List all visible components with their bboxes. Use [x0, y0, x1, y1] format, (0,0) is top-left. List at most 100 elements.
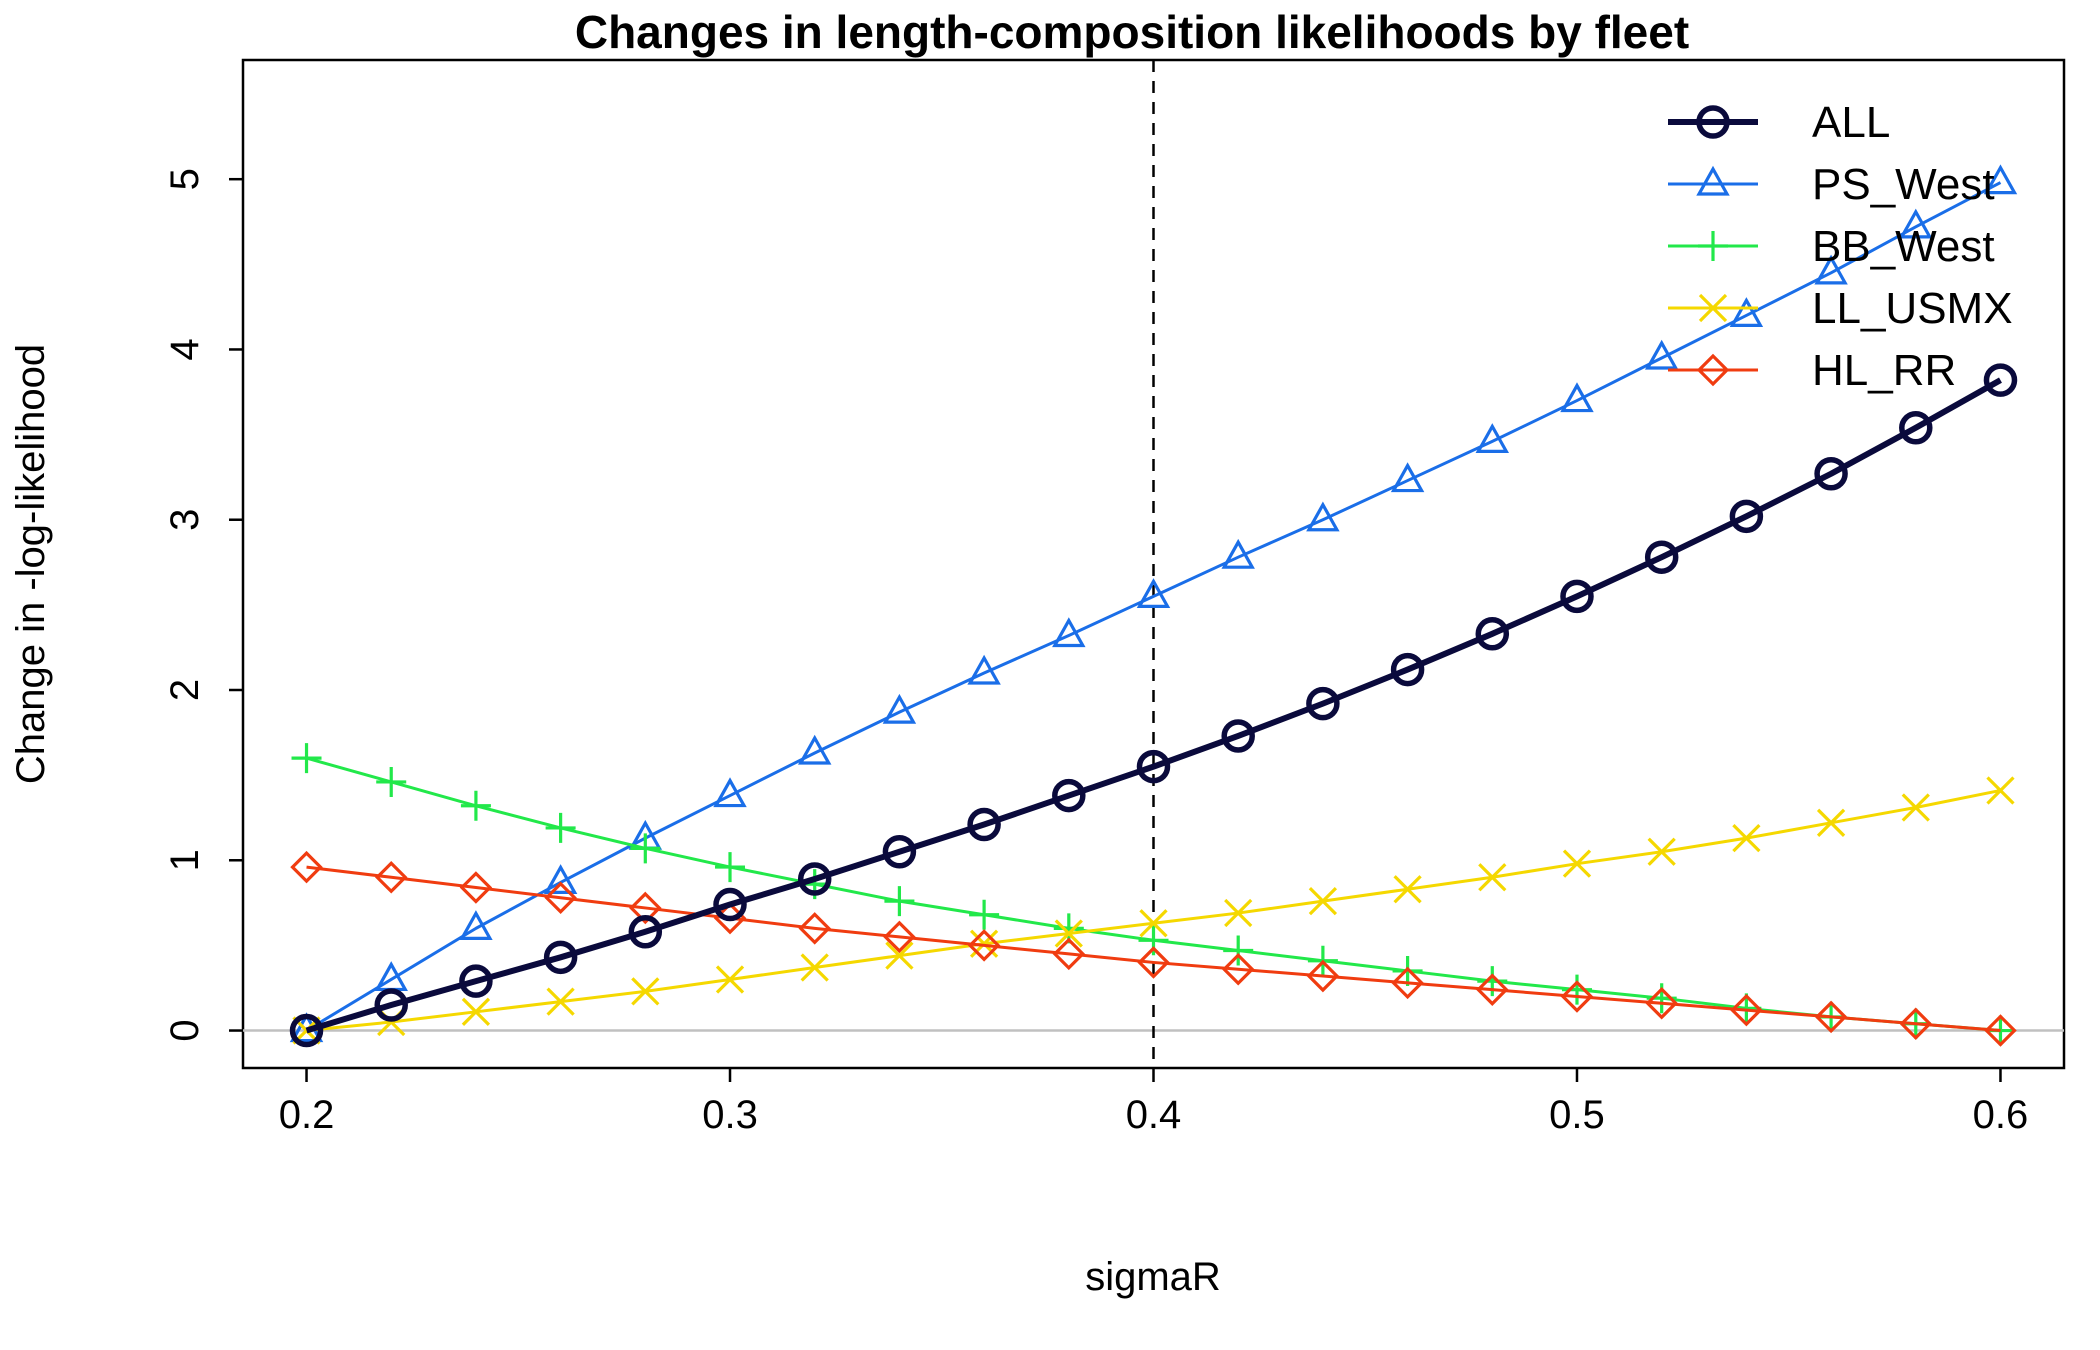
x-tick-label: 0.2 — [279, 1093, 335, 1137]
data-point-ps-west — [1136, 578, 1171, 608]
legend-label-hl-rr: HL_RR — [1812, 346, 1956, 395]
data-point-ll-usmx — [800, 953, 829, 982]
x-tick-label: 0.3 — [702, 1093, 758, 1137]
data-point-all — [1390, 652, 1425, 687]
data-point-ll-usmx — [546, 987, 575, 1016]
data-point-ll-usmx — [1901, 793, 1930, 822]
data-point-all — [374, 988, 408, 1022]
series-line-hl-rr — [306, 865, 2001, 1033]
data-point-ps-west — [967, 654, 1001, 685]
data-point-ps-west — [797, 734, 832, 765]
y-tick-label: 4 — [163, 338, 207, 360]
y-axis-label: Change in -log-likelihood — [9, 344, 53, 784]
data-point-all — [882, 835, 917, 869]
data-point-all — [967, 807, 1001, 842]
data-point-hl-rr — [544, 881, 577, 914]
data-point-hl-rr — [1814, 1000, 1848, 1034]
data-point-all — [1306, 686, 1340, 721]
series-bb-west — [291, 743, 2016, 1046]
data-point-bb-west — [1561, 974, 1592, 1005]
data-point-hl-rr — [798, 912, 831, 945]
data-point-all — [1729, 499, 1764, 534]
data-point-all — [628, 915, 663, 949]
data-point-hl-rr — [1391, 966, 1424, 1000]
data-point-all — [1814, 457, 1848, 491]
data-point-ps-west — [1899, 208, 1933, 239]
data-point-ll-usmx — [631, 977, 660, 1006]
data-point-hl-rr — [290, 850, 323, 884]
data-point-hl-rr — [459, 871, 493, 904]
data-point-all — [1052, 778, 1086, 813]
data-point-hl-rr — [1137, 946, 1170, 979]
data-point-ll-usmx — [1478, 863, 1507, 892]
data-point-bb-west — [630, 833, 661, 864]
legend-marker-all — [1696, 105, 1730, 139]
data-point-all — [1899, 411, 1933, 445]
series-ll-usmx — [292, 776, 2015, 1045]
data-point-ps-west — [1052, 617, 1086, 648]
x-tick-label: 0.6 — [1973, 1093, 2029, 1137]
y-tick-label: 2 — [163, 679, 207, 701]
data-point-all — [797, 862, 832, 896]
x-axis: 0.2 0.3 0.4 0.5 0.6 — [279, 1068, 2029, 1137]
y-tick-label: 0 — [163, 1019, 207, 1041]
legend-label-ll-usmx: LL_USMX — [1812, 284, 2013, 333]
data-point-all — [1136, 749, 1171, 784]
data-point-all — [1644, 540, 1679, 574]
legend-marker-ps-west — [1696, 165, 1730, 196]
data-point-hl-rr — [1560, 980, 1594, 1013]
data-point-ps-west — [1814, 254, 1848, 285]
data-point-ll-usmx — [715, 965, 745, 994]
series-ps-west — [289, 164, 2018, 1043]
data-point-ll-usmx — [1816, 808, 1846, 837]
data-point-bb-west — [376, 766, 407, 797]
series-line-all — [305, 377, 2002, 1034]
series-hl-rr — [290, 850, 2017, 1047]
data-point-ll-usmx — [1562, 849, 1592, 878]
data-point-all — [713, 887, 747, 922]
data-point-all — [543, 940, 578, 975]
data-point-ps-west — [713, 777, 747, 808]
series-line-ps-west — [305, 181, 2002, 1032]
data-point-ps-west — [1644, 339, 1679, 370]
legend: ALL PS_West BB_West LL_USMX HL_RR — [1668, 98, 2013, 395]
data-point-hl-rr — [629, 891, 662, 925]
legend-label-all: ALL — [1812, 98, 1890, 147]
data-point-bb-west — [715, 852, 746, 883]
data-point-ps-west — [1306, 501, 1340, 532]
data-point-ll-usmx — [1986, 776, 2015, 805]
data-point-bb-west — [545, 812, 576, 843]
data-point-hl-rr — [883, 920, 916, 954]
data-point-all — [1560, 579, 1594, 614]
data-point-ll-usmx — [461, 997, 491, 1026]
data-point-ll-usmx — [1308, 887, 1338, 916]
x-tick-label: 0.4 — [1126, 1093, 1182, 1137]
data-point-all — [1983, 363, 2018, 397]
data-point-ps-west — [1390, 462, 1425, 493]
data-point-all — [459, 964, 493, 998]
legend-marker-hl-rr — [1696, 353, 1730, 387]
data-point-bb-west — [460, 790, 491, 821]
y-tick-label: 3 — [163, 509, 207, 531]
data-point-hl-rr — [1306, 959, 1340, 993]
data-point-hl-rr — [1052, 937, 1086, 971]
data-point-ll-usmx — [1393, 875, 1422, 904]
data-point-hl-rr — [1221, 952, 1255, 986]
data-point-ll-usmx — [1732, 824, 1761, 853]
data-point-all — [1221, 719, 1255, 753]
data-point-hl-rr — [1899, 1007, 1933, 1040]
data-point-ps-west — [1983, 164, 2018, 195]
legend-marker-bb-west — [1698, 231, 1728, 261]
legend-marker-ll-usmx — [1698, 293, 1728, 323]
data-point-bb-west — [291, 743, 322, 774]
data-point-ps-west — [1729, 297, 1764, 328]
chart-title: Changes in length-composition likelihood… — [575, 6, 1689, 58]
data-point-bb-west — [884, 886, 915, 917]
data-point-bb-west — [1223, 935, 1254, 966]
y-tick-label: 1 — [163, 849, 207, 871]
data-point-ll-usmx — [1647, 837, 1676, 866]
series-layer — [289, 164, 2018, 1048]
legend-label-ps-west: PS_West — [1812, 160, 1995, 209]
data-point-hl-rr — [1984, 1014, 2017, 1047]
